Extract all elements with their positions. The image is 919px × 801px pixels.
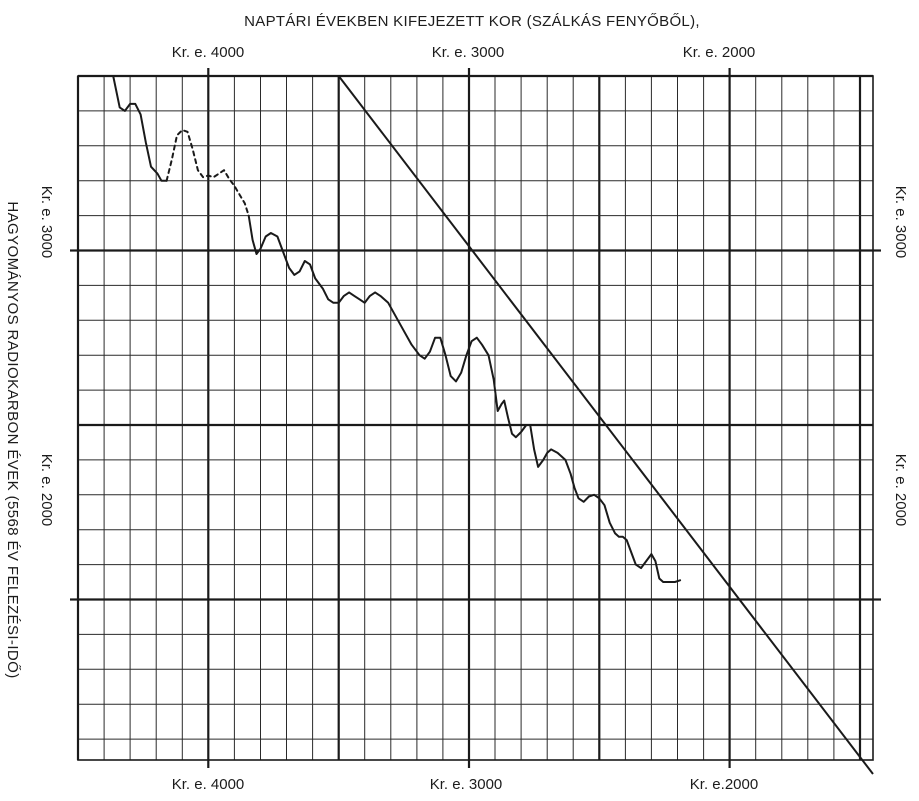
plot-frame — [77, 75, 874, 761]
top-tick-label-4000: Kr. e. 4000 — [172, 44, 245, 61]
chart-labels: NAPTÁRI ÉVEKBEN KIFEJEZETT KOR (SZÁLKÁS … — [4, 13, 909, 793]
bottom-tick-label-4000: Kr. e. 4000 — [172, 776, 245, 793]
left-tick-label-3000: Kr. e. 3000 — [38, 186, 55, 259]
y-axis-title: HAGYOMÁNYOS RADIOKARBON ÉVEK (5568 ÉV FE… — [4, 201, 21, 678]
left-tick-label-2000: Kr. e. 2000 — [38, 454, 55, 527]
top-tick-label-3000: Kr. e. 3000 — [432, 44, 505, 61]
chart-series — [112, 75, 874, 775]
calibration-curve-segment — [247, 214, 682, 583]
top-tick-label-2000: Kr. e. 2000 — [683, 44, 756, 61]
chart-title: NAPTÁRI ÉVEKBEN KIFEJEZETT KOR (SZÁLKÁS … — [244, 13, 700, 30]
bottom-tick-label-2000: Kr. e.2000 — [690, 776, 758, 793]
bottom-tick-label-3000: Kr. e. 3000 — [430, 776, 503, 793]
reference-diagonal-line — [337, 75, 874, 775]
right-tick-label-2000: Kr. e. 2000 — [892, 454, 909, 527]
chart-grid — [70, 68, 881, 768]
calibration-curve-dashed-segment — [165, 129, 250, 217]
right-tick-label-3000: Kr. e. 3000 — [892, 186, 909, 259]
calibration-curve-segment — [112, 75, 168, 182]
